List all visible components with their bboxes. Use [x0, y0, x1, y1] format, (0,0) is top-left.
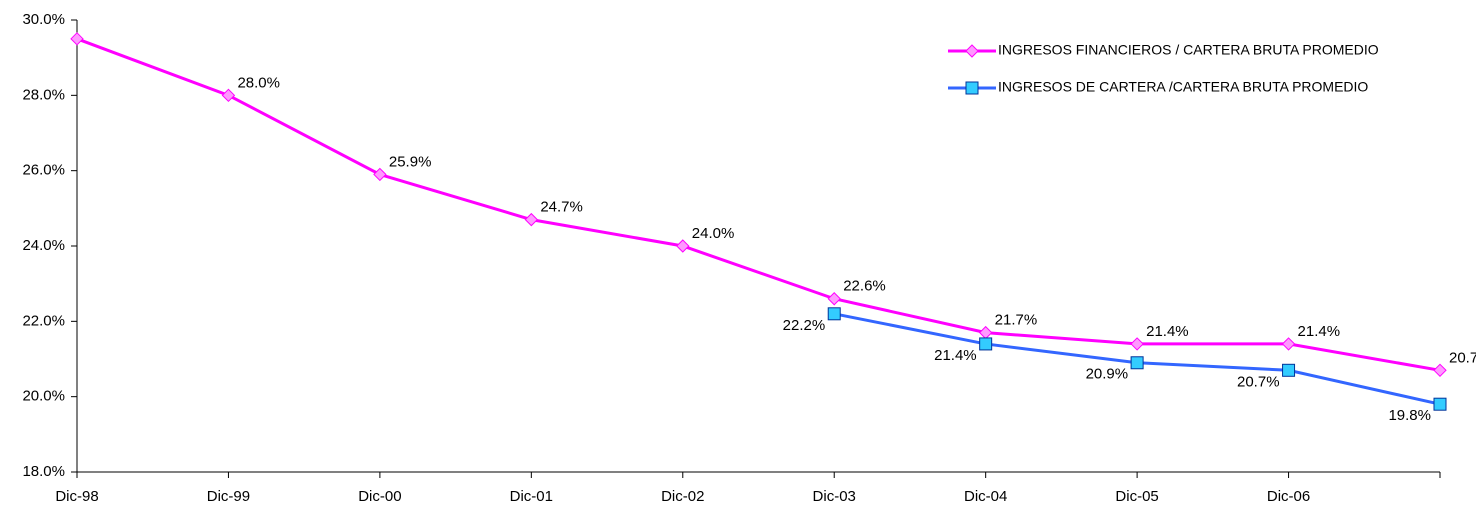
x-tick-label: Dic-00 — [358, 488, 401, 505]
data-label: 21.7% — [995, 312, 1038, 329]
data-point — [1282, 363, 1296, 377]
data-point — [1281, 337, 1296, 351]
data-point — [373, 167, 387, 182]
data-point — [221, 88, 236, 103]
data-point — [70, 32, 84, 46]
y-tick-label: 24.0% — [22, 237, 65, 254]
legend-label: INGRESOS DE CARTERA /CARTERA BRUTA PROME… — [998, 79, 1368, 95]
x-tick-label: Dic-04 — [964, 488, 1007, 505]
legend-label: INGRESOS FINANCIEROS / CARTERA BRUTA PRO… — [998, 42, 1379, 58]
x-tick-label: Dic-06 — [1267, 488, 1310, 505]
y-tick-label: 28.0% — [22, 86, 65, 103]
data-point — [827, 307, 841, 321]
data-label: 19.8% — [1388, 407, 1431, 424]
data-label: 21.4% — [1146, 323, 1189, 340]
legend-marker — [965, 81, 979, 95]
data-label: 24.7% — [540, 199, 583, 216]
data-label: 21.4% — [1298, 323, 1341, 340]
data-point — [978, 325, 993, 340]
series-line — [76, 37, 1441, 372]
data-label: 20.7% — [1237, 373, 1280, 390]
data-label: 24.0% — [692, 225, 735, 242]
y-tick-label: 30.0% — [22, 11, 65, 28]
x-tick-label: Dic-02 — [661, 488, 704, 505]
x-tick-label: Dic-98 — [55, 488, 98, 505]
legend-marker — [965, 44, 979, 58]
data-point — [1433, 397, 1447, 411]
data-point — [524, 212, 539, 227]
data-label: 20.9% — [1086, 366, 1129, 383]
data-point — [827, 292, 841, 306]
x-tick-label: Dic-99 — [207, 488, 250, 505]
data-point — [979, 337, 993, 351]
y-tick-label: 18.0% — [22, 463, 65, 480]
data-point — [676, 239, 690, 253]
data-label: 25.9% — [389, 153, 432, 170]
data-label: 21.4% — [934, 347, 977, 364]
data-label: 22.2% — [783, 317, 826, 334]
x-tick-label: Dic-05 — [1115, 488, 1158, 505]
data-point — [1433, 363, 1447, 378]
data-point — [1130, 337, 1144, 351]
data-point — [1130, 356, 1144, 370]
y-tick-label: 22.0% — [22, 312, 65, 329]
data-label: 22.6% — [843, 278, 886, 295]
y-tick-label: 20.0% — [22, 388, 65, 405]
y-tick-label: 26.0% — [22, 162, 65, 179]
x-tick-label: Dic-03 — [813, 488, 856, 505]
data-label: 28.0% — [237, 74, 280, 91]
x-tick-label: Dic-01 — [510, 488, 553, 505]
data-label: 20.7% — [1449, 349, 1476, 366]
